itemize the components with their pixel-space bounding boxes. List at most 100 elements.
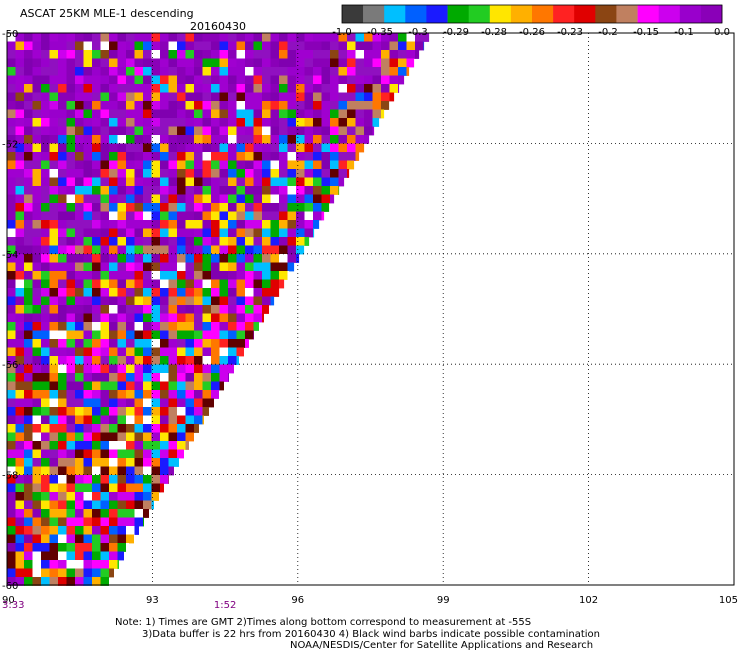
heatmap-cell [7, 84, 16, 93]
heatmap-cell [202, 211, 212, 221]
heatmap-cell [219, 381, 224, 391]
heatmap-cell [372, 67, 382, 76]
heatmap-cell [100, 449, 110, 459]
heatmap-cell [219, 194, 229, 204]
heatmap-cell [100, 228, 110, 238]
heatmap-cell [32, 339, 42, 348]
heatmap-cell [304, 33, 314, 42]
heatmap-cell [296, 109, 305, 119]
heatmap-cell [92, 177, 101, 187]
heatmap-cell [109, 390, 118, 399]
heatmap-cell [296, 160, 305, 170]
heatmap-cell [279, 101, 288, 110]
heatmap-cell [236, 186, 246, 195]
heatmap-cell [15, 449, 25, 459]
heatmap-cell [185, 296, 195, 306]
heatmap-cell [49, 339, 59, 348]
heatmap-cell [177, 58, 186, 68]
heatmap-cell [41, 126, 50, 136]
heatmap-cell [24, 492, 33, 501]
heatmap-cell [236, 33, 246, 42]
heatmap-cell [160, 296, 169, 306]
heatmap-cell [24, 271, 33, 280]
heatmap-cell [177, 228, 186, 238]
heatmap-cell [194, 305, 203, 314]
heatmap-cell [160, 398, 169, 408]
heatmap-cell [75, 58, 84, 68]
heatmap-cell [398, 33, 407, 42]
heatmap-cell [321, 58, 331, 68]
heatmap-cell [15, 228, 25, 238]
heatmap-cell [160, 228, 169, 238]
heatmap-cell [126, 483, 135, 493]
heatmap-cell [177, 398, 186, 408]
heatmap-cell [211, 228, 220, 238]
heatmap-cell [100, 568, 110, 578]
heatmap-cell [134, 67, 144, 76]
heatmap-cell [100, 186, 110, 195]
heatmap-cell [58, 424, 67, 433]
heatmap-cell [245, 228, 254, 238]
heatmap-cell [287, 271, 290, 280]
heatmap-cell [134, 398, 144, 408]
heatmap-cell [253, 220, 263, 229]
heatmap-cell [66, 492, 76, 501]
heatmap-cell [15, 203, 25, 212]
heatmap-cell [160, 160, 169, 170]
heatmap-cell [100, 262, 110, 272]
heatmap-cell [109, 492, 118, 501]
heatmap-cell [177, 271, 186, 280]
heatmap-cell [236, 271, 246, 280]
heatmap-cell [24, 330, 33, 340]
heatmap-cell [185, 135, 195, 144]
heatmap-cell [134, 305, 144, 314]
heatmap-cell [15, 364, 25, 374]
heatmap-cell [304, 228, 314, 238]
heatmap-cell [117, 526, 127, 535]
heatmap-cell [304, 75, 314, 85]
heatmap-cell [245, 101, 254, 110]
heatmap-cell [219, 67, 229, 76]
heatmap-cell [143, 228, 152, 238]
heatmap-cell [15, 432, 25, 442]
heatmap-cell [117, 169, 127, 178]
heatmap-cell [32, 160, 42, 170]
heatmap-cell [32, 398, 42, 408]
heatmap-cell [245, 169, 254, 178]
heatmap-cell [160, 220, 169, 229]
heatmap-cell [168, 330, 178, 340]
heatmap-cell [66, 50, 76, 59]
heatmap-cell [24, 58, 33, 68]
heatmap-cell [202, 160, 212, 170]
heatmap-cell [151, 296, 161, 306]
heatmap-cell [100, 458, 110, 467]
heatmap-cell [355, 84, 365, 93]
heatmap-cell [117, 424, 127, 433]
heatmap-cell [49, 381, 59, 391]
heatmap-cell [168, 109, 178, 119]
heatmap-cell [100, 305, 110, 314]
heatmap-cell [49, 58, 59, 68]
heatmap-cell [151, 492, 159, 501]
heatmap-cell [66, 271, 76, 280]
heatmap-cell [236, 262, 246, 272]
heatmap-cell [117, 390, 127, 399]
heatmap-cell [211, 330, 220, 340]
heatmap-cell [100, 211, 110, 221]
heatmap-cell [236, 228, 246, 238]
heatmap-cell [100, 84, 110, 93]
heatmap-cell [245, 211, 254, 221]
heatmap-cell [143, 373, 152, 382]
heatmap-cell [117, 271, 127, 280]
heatmap-cell [168, 296, 178, 306]
heatmap-cell [253, 203, 263, 212]
heatmap-cell [202, 330, 212, 340]
heatmap-cell [321, 186, 331, 195]
heatmap-cell [160, 203, 169, 212]
heatmap-cell [168, 143, 178, 153]
heatmap-cell [177, 305, 186, 314]
heatmap-cell [58, 441, 67, 450]
heatmap-cell [202, 67, 212, 76]
heatmap-cell [219, 211, 229, 221]
heatmap-cell [177, 126, 186, 136]
